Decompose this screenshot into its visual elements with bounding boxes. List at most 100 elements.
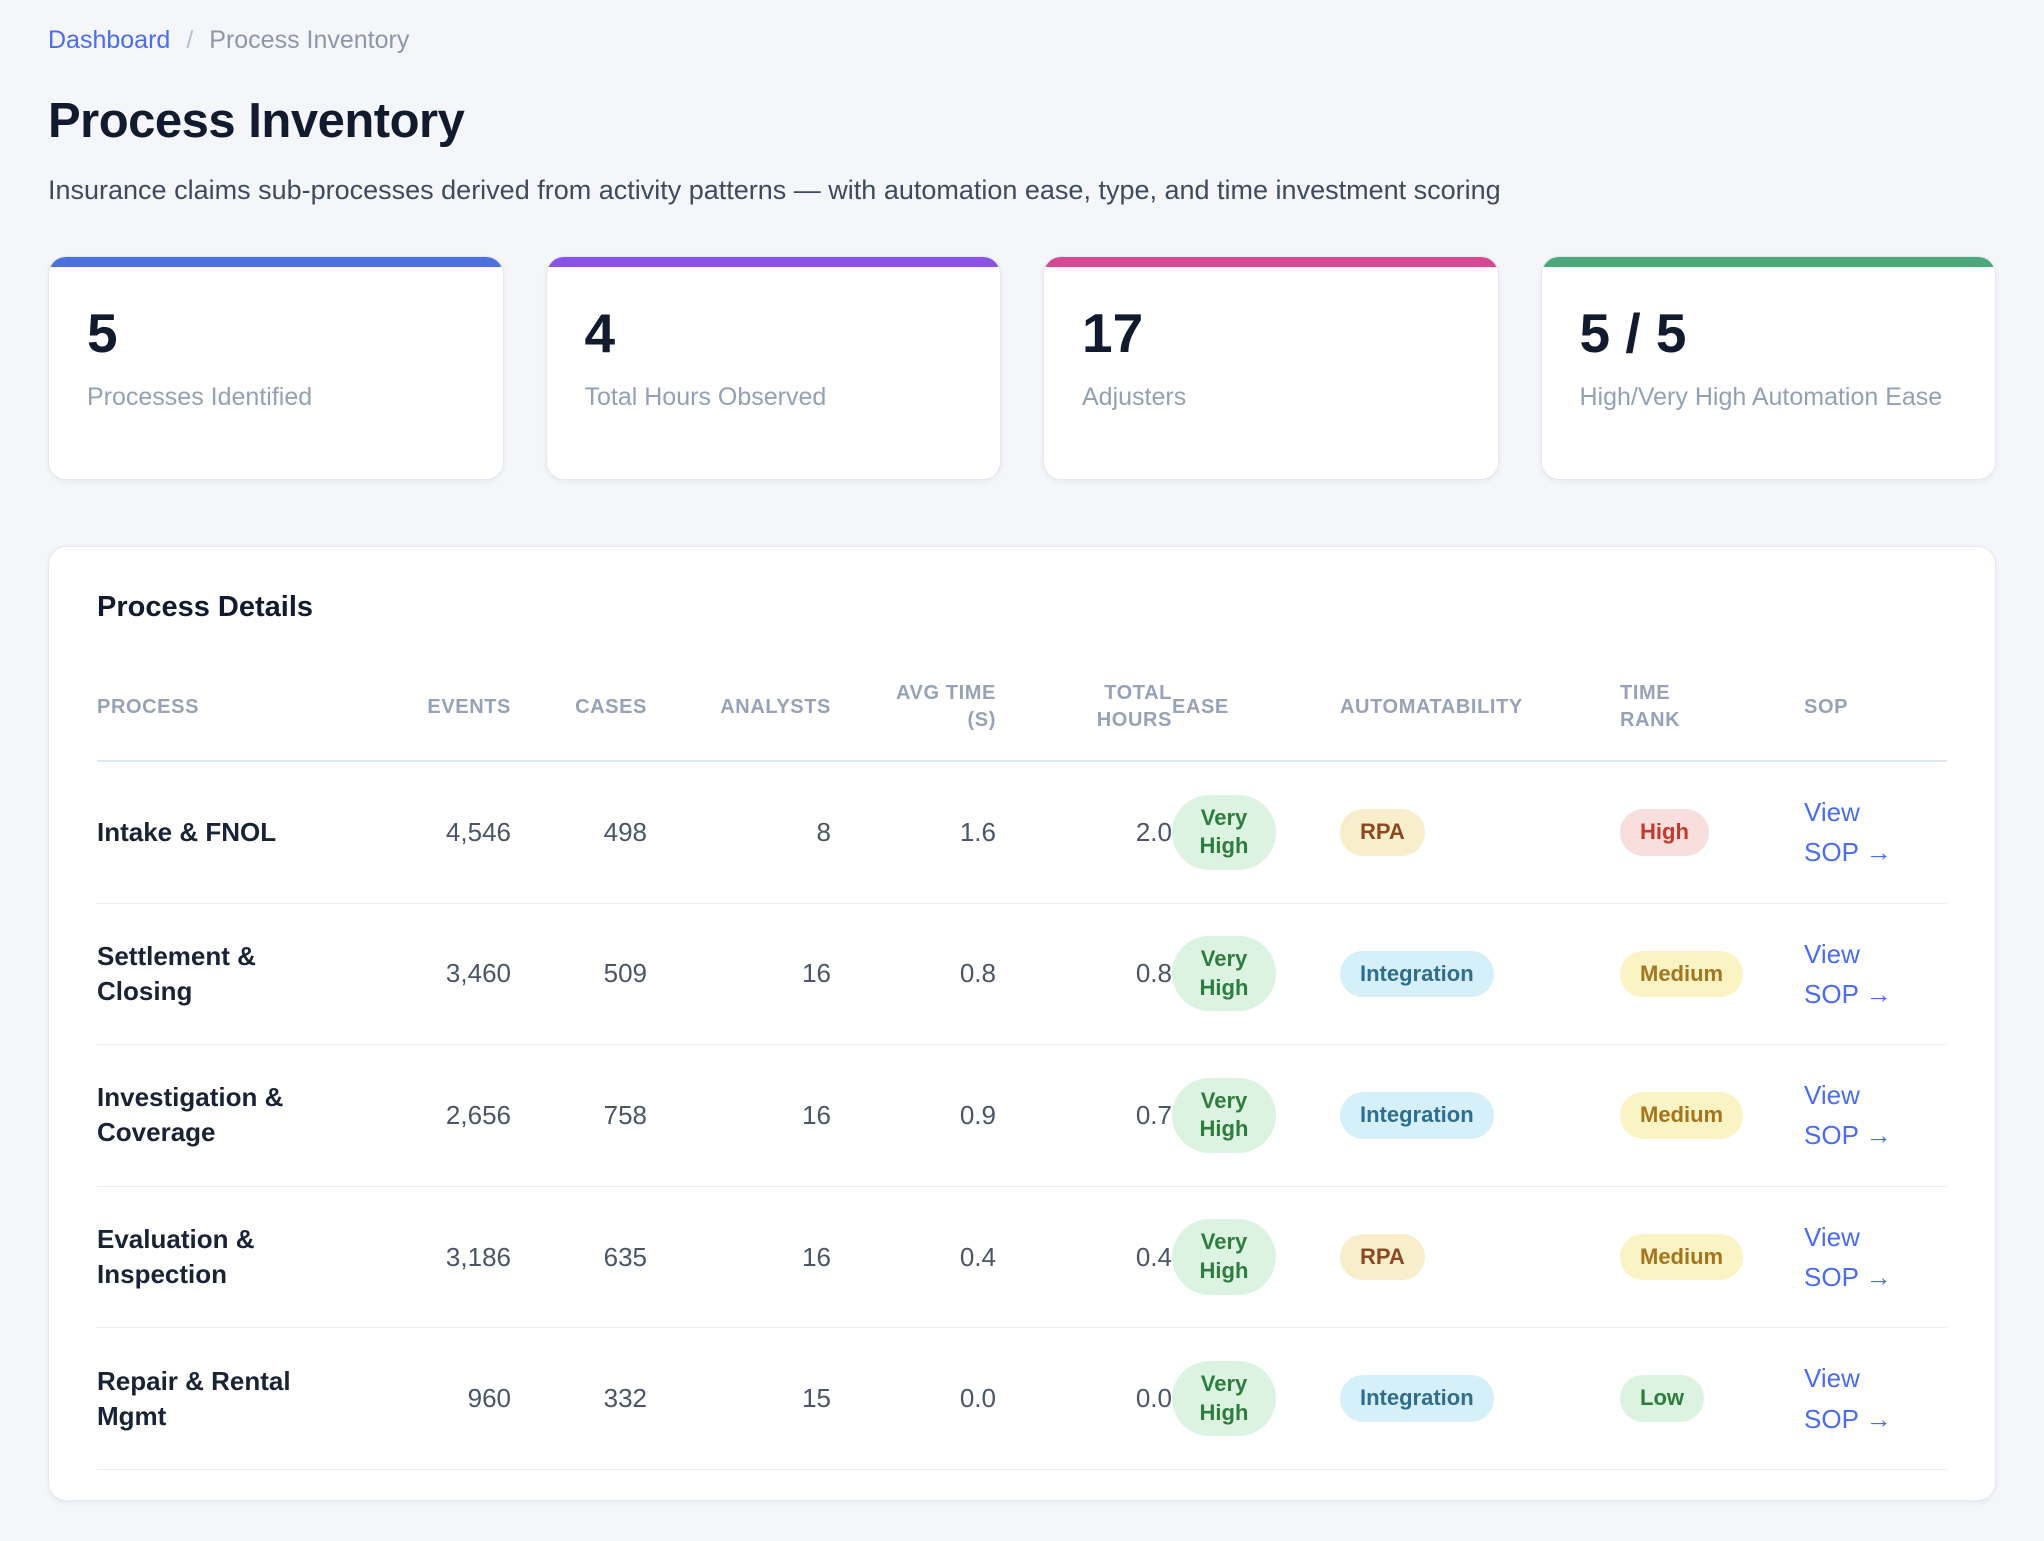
time_rank-cell: High [1620,761,1804,904]
stat-cards: 5 Processes Identified 4 Total Hours Obs… [48,256,1996,480]
process-name: Intake & FNOL [97,761,359,904]
sop-cell: View SOP → [1804,1186,1947,1329]
view-sop-link[interactable]: View SOP → [1804,1080,1892,1151]
column-header-total_hours: TOTAL HOURS [996,668,1172,762]
stat-card-accent-bar [1044,257,1498,267]
stat-card: 5 Processes Identified [48,256,504,480]
view-sop-link[interactable]: View SOP → [1804,797,1892,868]
process-name: Settlement & Closing [97,903,359,1046]
events-value: 3,460 [359,903,511,1046]
time_rank-cell: Medium [1620,1044,1804,1187]
automatability-cell: RPA [1340,761,1620,904]
stat-card-accent-bar [546,257,1000,267]
stat-value: 5 / 5 [1579,302,1687,364]
stat-label: High/Very High Automation Ease [1579,383,1943,411]
cases-value: 332 [511,1327,647,1470]
column-header-sop_label: SOP [1804,668,1947,762]
ease-badge: Very High [1172,1219,1276,1295]
stat-card-body: 17 Adjusters [1044,267,1498,448]
events-value: 2,656 [359,1044,511,1187]
table-row: Repair & Rental Mgmt 960 332 15 0.0 0.0 Very H… [97,1327,1947,1470]
column-header-avg_time_s: AVG TIME (S) [831,668,996,762]
column-header-events: EVENTS [359,668,511,762]
breadcrumb-separator: / [186,26,194,54]
automatability-badge: Integration [1340,950,1494,998]
sop-cell: View SOP → [1804,761,1947,904]
ease-cell: Very High [1172,761,1340,904]
automatability-cell: Integration [1340,1044,1620,1187]
page-title: Process Inventory [48,94,465,148]
time_rank-badge: Medium [1620,1092,1744,1139]
process-name: Investigation & Coverage [97,1044,359,1187]
time_rank-badge: High [1620,809,1709,856]
breadcrumb-current: Process Inventory [209,26,410,54]
ease-cell: Very High [1172,1327,1340,1470]
stat-label: Adjusters [1082,383,1187,411]
panel-title: Process Details [97,591,314,623]
analysts-value: 8 [647,761,831,904]
total_hours-value: 0.7 [996,1044,1172,1187]
automatability-badge: Integration [1340,1092,1494,1139]
view-sop-link[interactable]: View SOP → [1804,1221,1892,1293]
avg_time_s-value: 0.8 [831,903,996,1046]
table-row: Evaluation & Inspection 3,186 635 16 0.4 0.4 V… [97,1186,1947,1329]
table-row: Intake & FNOL 4,546 498 8 1.6 2.0 Very High RPA… [97,761,1947,904]
column-header-ease: EASE [1172,668,1340,762]
total_hours-value: 0.4 [996,1186,1172,1329]
stat-card-accent-bar [49,257,503,267]
analysts-value: 16 [647,903,831,1046]
automatability-badge: RPA [1340,809,1425,856]
stat-card-body: 4 Total Hours Observed [547,267,1001,448]
automatability-cell: RPA [1340,1186,1620,1329]
time_rank-badge: Medium [1620,950,1744,998]
time_rank-cell: Medium [1620,1186,1804,1329]
stat-card: 17 Adjusters [1043,256,1499,480]
process-details-panel: Process Details PROCESS EVENTS CASES ANALYS… [48,546,1996,1501]
avg_time_s-value: 0.9 [831,1044,996,1187]
stat-card-accent-bar [1541,257,1995,267]
table-header-row: PROCESS EVENTS CASES ANALYSTS AVG TIME (S) TO… [97,668,1947,762]
time_rank-cell: Medium [1620,903,1804,1046]
cases-value: 635 [511,1186,647,1329]
column-header-cases: CASES [511,668,647,762]
sop-cell: View SOP → [1804,1327,1947,1470]
analysts-value: 15 [647,1327,831,1470]
view-sop-link[interactable]: View SOP → [1804,938,1892,1009]
stat-value: 5 [87,302,118,364]
view-sop-link[interactable]: View SOP → [1804,1363,1892,1434]
process-name: Repair & Rental Mgmt [97,1327,359,1470]
time_rank-badge: Medium [1620,1233,1744,1281]
stat-value: 4 [584,302,616,364]
column-header-analysts: ANALYSTS [647,668,831,762]
events-value: 960 [359,1327,511,1470]
stat-label: Processes Identified [87,383,313,411]
stat-card-body: 5 / 5 High/Very High Automation Ease [1542,267,1996,448]
breadcrumb-link-dashboard[interactable]: Dashboard [48,26,171,54]
total_hours-value: 0.0 [996,1327,1172,1470]
events-value: 3,186 [359,1186,511,1329]
cases-value: 509 [511,903,647,1046]
page-subtitle: Insurance claims sub-processes derived f… [48,175,1501,205]
stat-card: 5 / 5 High/Very High Automation Ease [1540,256,1996,480]
cases-value: 498 [511,761,647,904]
analysts-value: 16 [647,1186,831,1329]
time_rank-cell: Low [1620,1327,1804,1470]
column-header-process: PROCESS [97,668,359,762]
process-name: Evaluation & Inspection [97,1186,359,1329]
avg_time_s-value: 0.4 [831,1186,996,1329]
ease-cell: Very High [1172,903,1340,1046]
automatability-badge: RPA [1340,1233,1425,1281]
total_hours-value: 2.0 [996,761,1172,904]
ease-badge: Very High [1172,1077,1276,1154]
sop-cell: View SOP → [1804,903,1947,1046]
stat-label: Total Hours Observed [584,383,827,411]
automatability-badge: Integration [1340,1375,1494,1422]
avg_time_s-value: 1.6 [831,761,996,904]
stat-value: 17 [1082,302,1144,364]
ease-badge: Very High [1172,936,1276,1012]
breadcrumb: Dashboard / Process Inventory [48,26,1996,55]
ease-badge: Very High [1172,1361,1276,1437]
events-value: 4,546 [359,761,511,904]
automatability-cell: Integration [1340,1327,1620,1470]
